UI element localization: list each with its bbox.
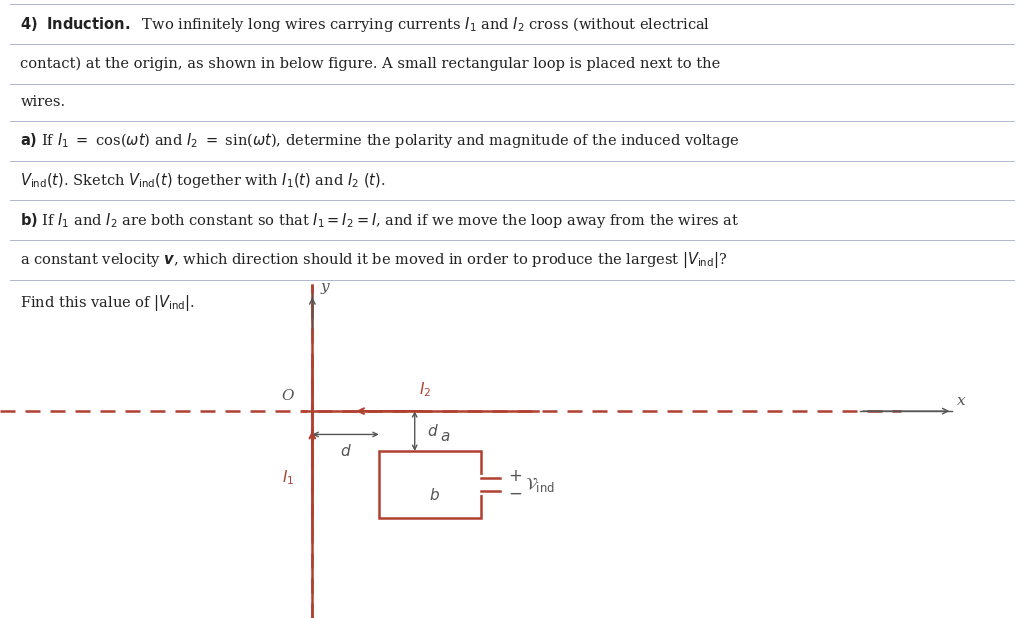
- Text: $V_\mathrm{ind}(t)$. Sketch $V_\mathrm{ind}(t)$ together with $I_1(t)$ and $I_2$: $V_\mathrm{ind}(t)$. Sketch $V_\mathrm{i…: [20, 171, 386, 190]
- Text: wires.: wires.: [20, 95, 66, 109]
- Text: $\mathbf{b)}$ If $I_1$ and $I_2$ are both constant so that $I_1 = I_2 = I$, and : $\mathbf{b)}$ If $I_1$ and $I_2$ are bot…: [20, 211, 739, 230]
- Text: a constant velocity $\boldsymbol{v}$, which direction should it be moved in orde: a constant velocity $\boldsymbol{v}$, wh…: [20, 250, 728, 270]
- Text: +: +: [508, 467, 522, 485]
- Text: $\mathcal{V}_\mathrm{ind}$: $\mathcal{V}_\mathrm{ind}$: [525, 475, 555, 494]
- Text: contact) at the origin, as shown in below figure. A small rectangular loop is pl: contact) at the origin, as shown in belo…: [20, 57, 721, 71]
- Text: $a$: $a$: [440, 430, 451, 444]
- Text: $d$: $d$: [340, 442, 351, 459]
- Text: x: x: [957, 394, 966, 408]
- Text: $\mathbf{4)}$  $\mathbf{Induction.}$  Two infinitely long wires carrying current: $\mathbf{4)}$ $\mathbf{Induction.}$ Two …: [20, 15, 711, 33]
- Text: O: O: [282, 389, 294, 403]
- Text: −: −: [508, 485, 522, 502]
- Bar: [379, 451, 481, 518]
- Text: $b$: $b$: [429, 486, 440, 502]
- Text: Find this value of $|V_\mathrm{ind}|$.: Find this value of $|V_\mathrm{ind}|$.: [20, 293, 196, 313]
- Text: $d$: $d$: [427, 423, 438, 439]
- Text: $I_1$: $I_1$: [282, 468, 294, 487]
- Text: y: y: [321, 281, 329, 294]
- Text: $I_2$: $I_2$: [419, 381, 431, 399]
- Text: $\mathbf{a)}$ If $I_1\ =$ cos($\omega t$) and $I_2\ =$ sin($\omega t$), determin: $\mathbf{a)}$ If $I_1\ =$ cos($\omega t$…: [20, 131, 740, 150]
